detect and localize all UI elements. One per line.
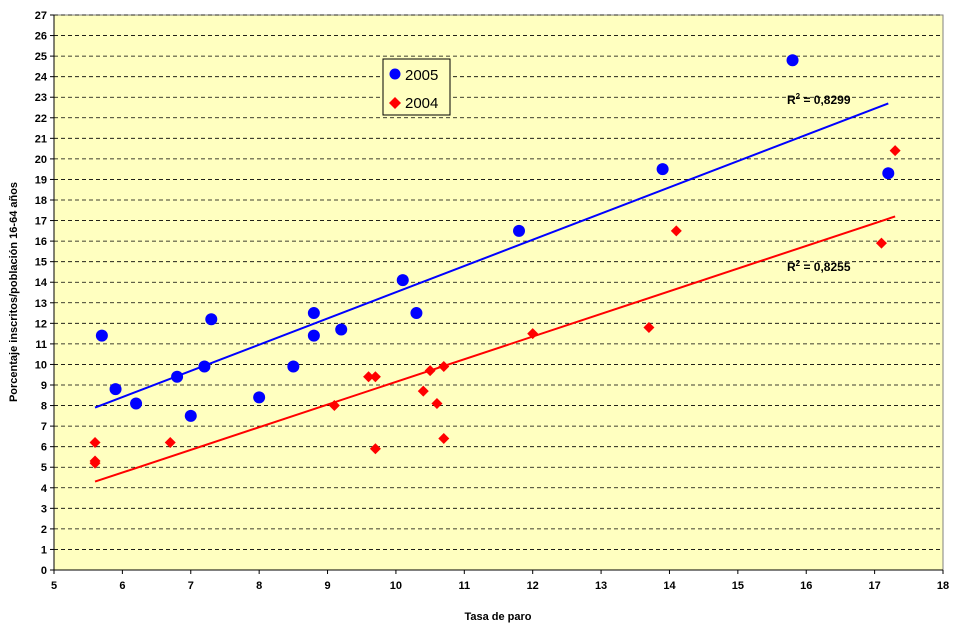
y-tick-label: 22 <box>35 113 47 125</box>
point-2004 <box>889 145 901 157</box>
point-2005 <box>786 54 799 67</box>
trendline-2005 <box>94 102 889 409</box>
point-2005 <box>171 370 184 383</box>
x-tick-label: 12 <box>527 580 539 592</box>
point-2004 <box>670 225 682 237</box>
point-2004 <box>328 400 340 412</box>
y-tick-label: 15 <box>35 257 47 269</box>
y-tick-label: 25 <box>35 51 47 63</box>
point-2005 <box>335 323 348 336</box>
y-axis-ticks: 0123456789101112131415161718192021222324… <box>35 10 54 577</box>
point-2005 <box>513 224 526 237</box>
legend-marker-2005 <box>389 68 401 80</box>
point-2004 <box>363 371 375 383</box>
point-2005 <box>184 409 197 422</box>
legend-label-2005: 2005 <box>405 67 438 84</box>
y-tick-label: 2 <box>41 524 47 536</box>
x-tick-label: 14 <box>663 580 676 592</box>
data-points <box>89 54 901 469</box>
point-2004 <box>369 371 381 383</box>
y-tick-label: 27 <box>35 10 47 22</box>
plot-area <box>53 14 944 571</box>
trendlines <box>94 102 896 483</box>
point-2005 <box>130 397 143 410</box>
y-tick-label: 6 <box>41 442 47 454</box>
y-tick-label: 9 <box>41 380 47 392</box>
legend: 2005 2004 <box>382 58 451 116</box>
point-2005 <box>410 307 423 320</box>
point-2004 <box>875 237 887 249</box>
x-tick-label: 18 <box>937 580 949 592</box>
point-2005 <box>95 329 108 342</box>
y-axis-title: Porcentaje inscritos/población 16-64 año… <box>8 182 20 402</box>
trendline-2004 <box>94 215 896 483</box>
x-tick-label: 17 <box>868 580 880 592</box>
point-2004 <box>438 361 450 372</box>
point-2005 <box>656 163 669 176</box>
x-tick-label: 10 <box>390 580 402 592</box>
x-axis-title: Tasa de paro <box>464 611 531 623</box>
legend-marker-2004 <box>389 97 401 109</box>
x-axis-ticks: 5 6 7 8 9 10 11 12 13 14 15 16 17 18 <box>51 570 949 592</box>
y-tick-label: 5 <box>41 462 47 474</box>
point-2004 <box>527 328 539 340</box>
y-tick-label: 26 <box>35 31 47 43</box>
y-tick-label: 24 <box>35 72 48 84</box>
y-tick-label: 1 <box>41 544 47 556</box>
y-tick-label: 4 <box>41 483 48 495</box>
x-tick-label: 13 <box>595 580 607 592</box>
point-2005 <box>307 307 320 320</box>
point-2004 <box>438 432 450 444</box>
x-tick-label: 16 <box>800 580 812 592</box>
point-2004 <box>643 321 655 333</box>
y-tick-label: 7 <box>41 421 47 433</box>
point-2005 <box>882 167 895 180</box>
point-2005 <box>198 360 211 373</box>
r2-label-2005: R2 = 0,8299 <box>787 92 851 107</box>
point-2004 <box>424 365 436 377</box>
point-2004 <box>369 443 381 455</box>
point-2005 <box>307 329 320 342</box>
y-tick-label: 0 <box>41 565 47 577</box>
x-tick-label: 7 <box>188 580 194 592</box>
y-tick-label: 21 <box>35 133 47 145</box>
point-2004 <box>89 437 101 449</box>
x-tick-label: 6 <box>119 580 125 592</box>
y-tick-label: 12 <box>35 318 47 330</box>
x-tick-label: 5 <box>51 580 57 592</box>
y-tick-label: 10 <box>35 359 47 371</box>
gridlines <box>54 14 943 550</box>
x-tick-label: 8 <box>256 580 262 592</box>
point-2004 <box>164 437 176 449</box>
y-tick-label: 19 <box>35 174 47 186</box>
y-tick-label: 20 <box>35 154 47 166</box>
y-tick-label: 17 <box>35 216 47 228</box>
axes <box>53 15 943 571</box>
y-tick-label: 14 <box>35 277 48 289</box>
y-tick-label: 23 <box>35 92 47 104</box>
point-2004 <box>431 398 443 409</box>
y-tick-label: 18 <box>35 195 47 207</box>
y-tick-label: 11 <box>35 339 47 351</box>
point-2004 <box>89 457 101 469</box>
x-tick-label: 9 <box>324 580 330 592</box>
point-2005 <box>287 360 300 373</box>
point-2005 <box>253 391 266 404</box>
x-tick-label: 15 <box>732 580 744 592</box>
legend-label-2004: 2004 <box>405 95 438 112</box>
y-tick-label: 16 <box>35 236 47 248</box>
r2-label-2004: R2 = 0,8255 <box>787 259 851 274</box>
point-2005 <box>109 383 122 396</box>
y-tick-label: 3 <box>41 503 47 515</box>
point-2004 <box>417 385 429 397</box>
y-tick-label: 8 <box>41 401 47 413</box>
x-tick-label: 11 <box>458 580 470 592</box>
point-2005 <box>396 274 409 287</box>
point-2005 <box>205 313 218 326</box>
y-tick-label: 13 <box>35 298 47 310</box>
